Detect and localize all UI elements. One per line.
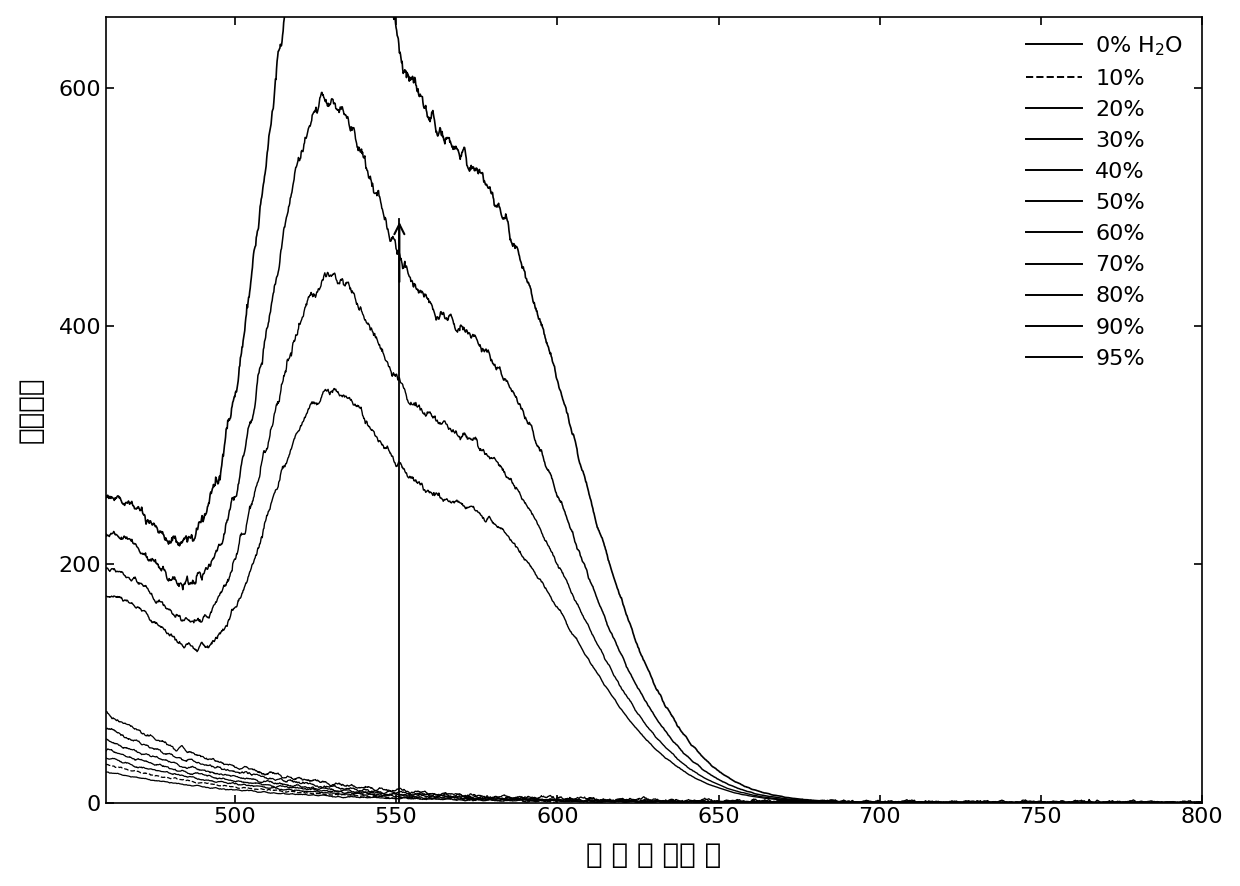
Legend: 0% H$_2$O, 10%, 20%, 30%, 40%, 50%, 60%, 70%, 80%, 90%, 95%: 0% H$_2$O, 10%, 20%, 30%, 40%, 50%, 60%,…: [1017, 25, 1192, 377]
Y-axis label: 荧光强度: 荧光强度: [16, 377, 45, 443]
X-axis label: 波 长 （ 纳米 ）: 波 长 （ 纳米 ）: [587, 842, 722, 869]
